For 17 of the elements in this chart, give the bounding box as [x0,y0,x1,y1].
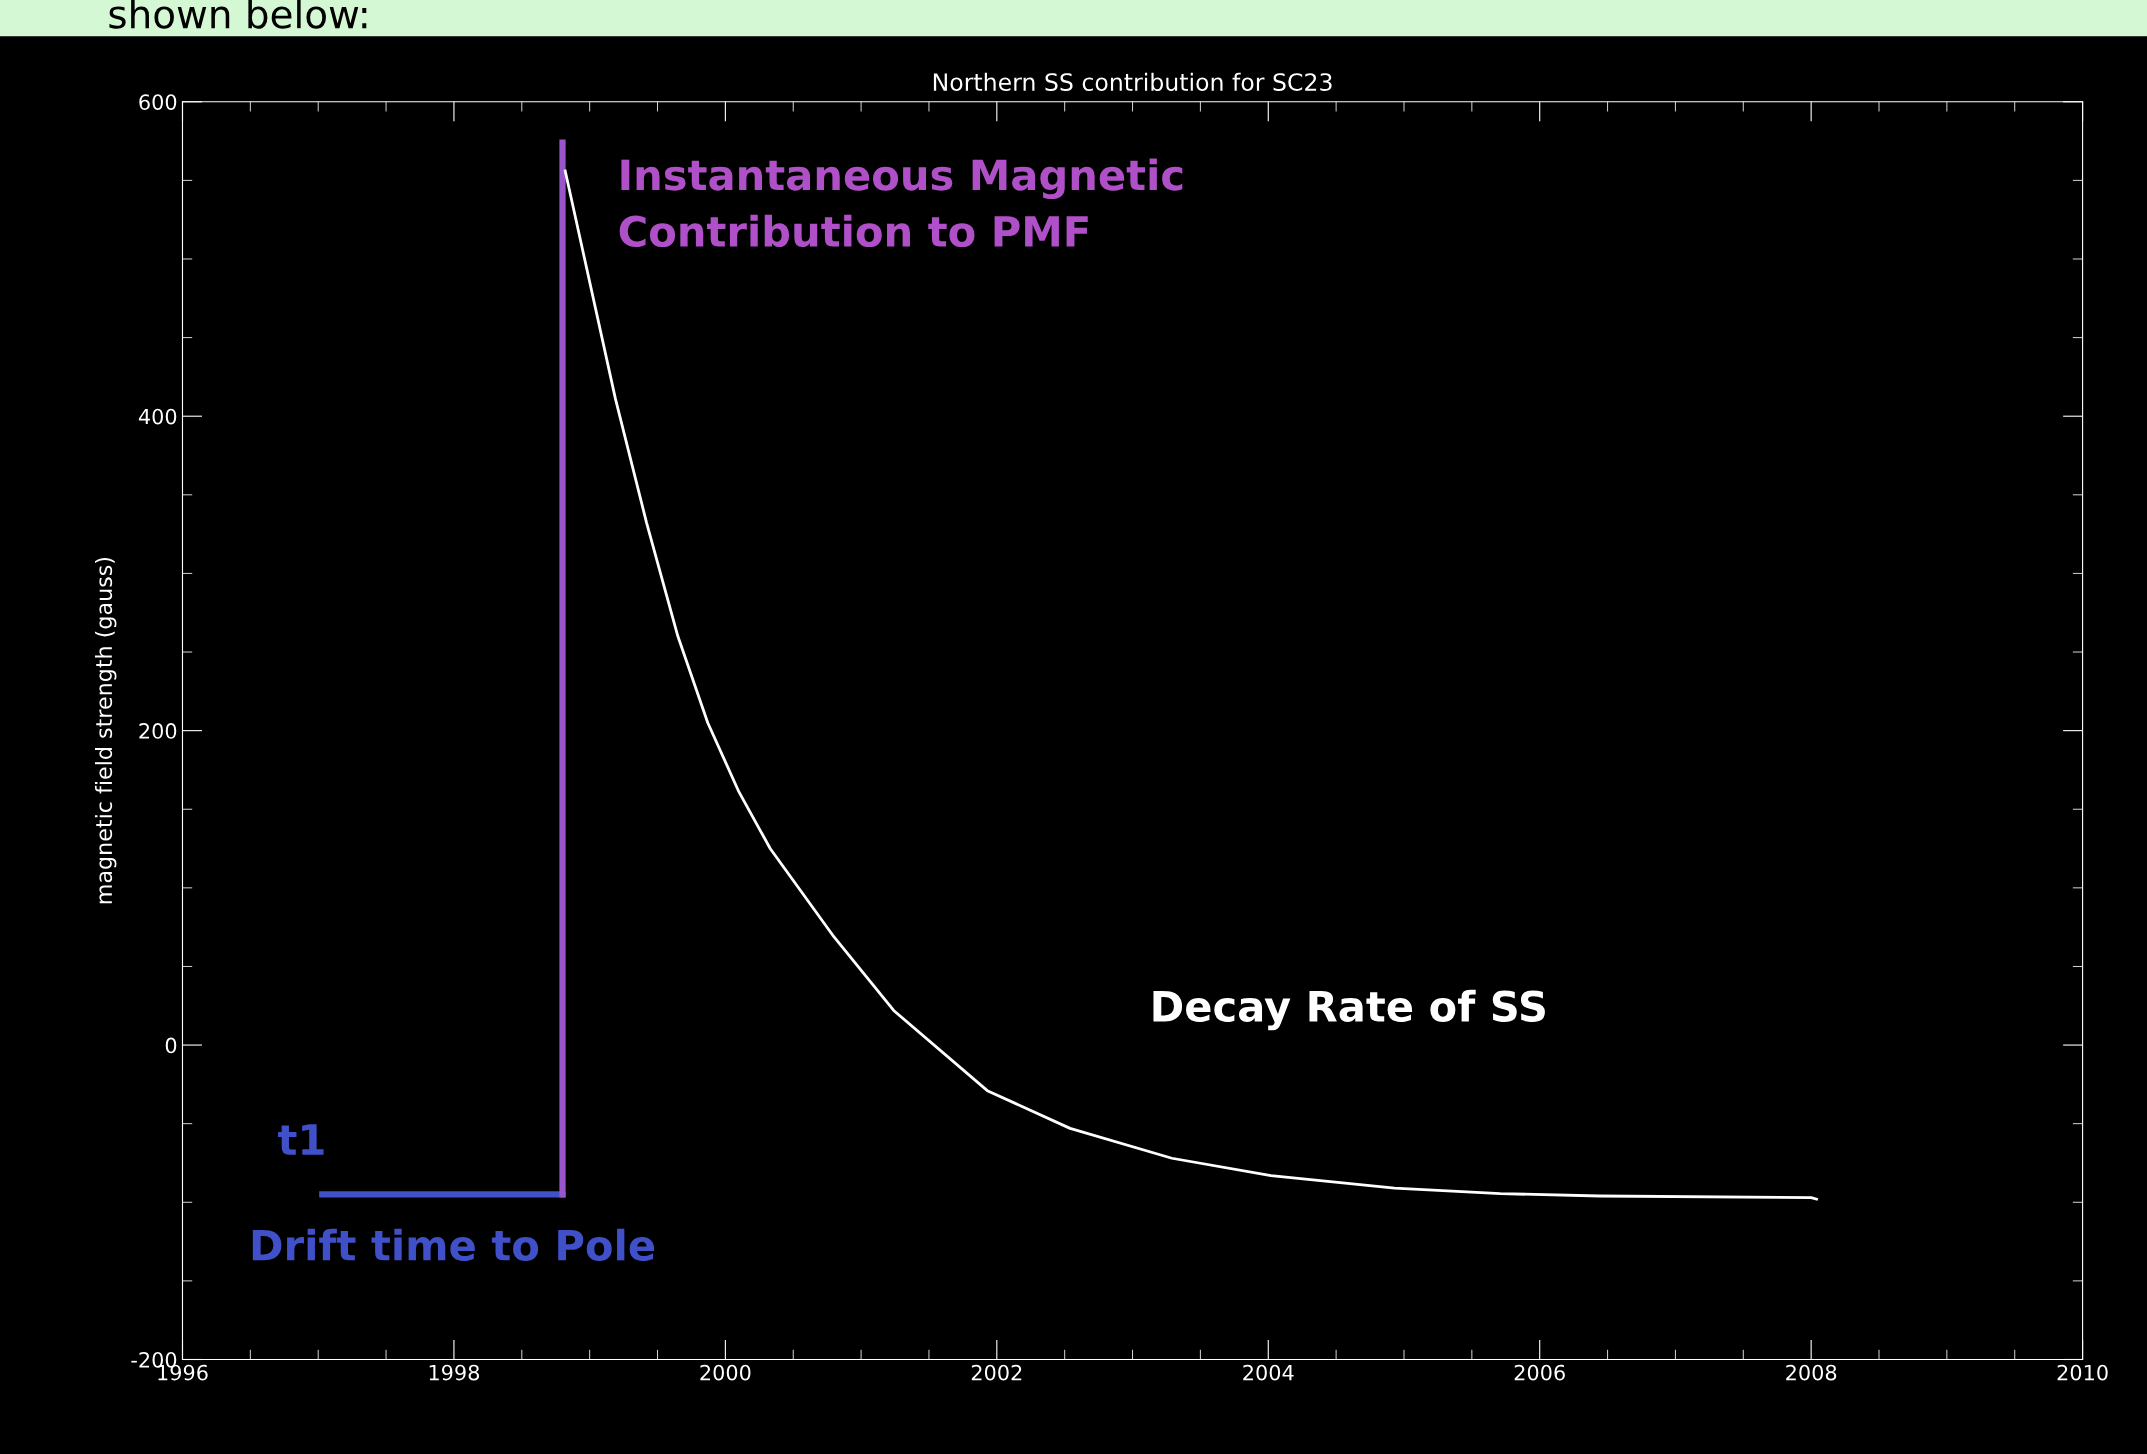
annotation: t1 [278,1124,324,1155]
x-tick-label: 2010 [2057,1364,2108,1381]
x-tick-label: 2008 [1786,1364,1837,1381]
y-axis-title: magnetic field strength (gauss) [94,557,117,904]
annotation: Drift time to Pole [252,1228,655,1261]
y-tick-label: 200 [139,723,177,739]
x-tick-label: 2004 [1243,1364,1294,1381]
y-tick-label: 0 [165,1037,177,1054]
y-tick-label: 400 [138,408,177,425]
chart-title: Northern SS contribution for SC23 [933,72,1332,91]
x-tick-label: 2002 [971,1364,1022,1381]
annotation: Instantaneous Magnetic Contribution to PMF [619,158,1183,248]
x-tick-label: 2006 [1514,1364,1565,1381]
x-tick-label: 1998 [429,1364,480,1381]
annotation: Decay Rate of SS [1153,989,1545,1031]
x-tick-label: 2000 [700,1364,751,1381]
y-tick-label: 600 [139,94,177,110]
